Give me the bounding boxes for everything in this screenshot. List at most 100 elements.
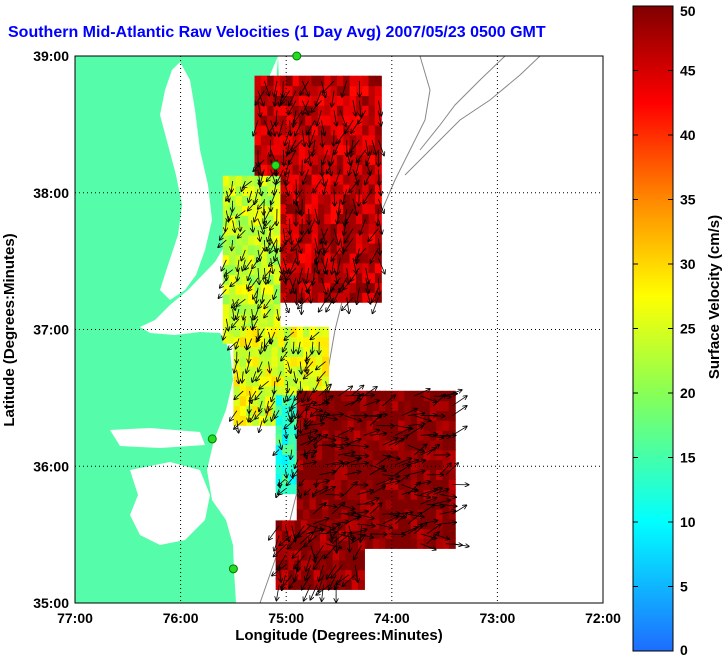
- velocity-arrow: [433, 533, 449, 539]
- velocity-cell: [322, 430, 330, 441]
- velocity-cell: [362, 252, 370, 264]
- velocity-arrow: [349, 535, 350, 551]
- velocity-arrow: [300, 452, 316, 456]
- velocity-cell: [229, 284, 237, 295]
- velocity-arrow: [420, 543, 436, 550]
- velocity-cell: [241, 254, 249, 266]
- velocity-arrow: [302, 159, 303, 175]
- velocity-cell: [349, 144, 357, 156]
- velocity-cell: [252, 346, 260, 357]
- velocity-cell: [279, 75, 287, 87]
- velocity-cell: [336, 75, 344, 87]
- velocity-arrow: [372, 287, 379, 302]
- velocity-cell: [436, 479, 444, 490]
- velocity-arrow: [331, 463, 344, 476]
- velocity-cell: [313, 569, 321, 581]
- velocity-arrow: [426, 532, 439, 544]
- velocity-arrow: [273, 289, 278, 299]
- velocity-cell: [313, 540, 321, 551]
- velocity-arrow: [334, 110, 337, 125]
- velocity-arrow: [278, 488, 286, 495]
- velocity-cell: [317, 134, 325, 146]
- velocity-arrow: [378, 169, 379, 186]
- velocity-cell: [423, 439, 431, 451]
- velocity-cell: [355, 233, 363, 244]
- velocity-cell: [366, 439, 374, 451]
- station-marker: [292, 51, 302, 61]
- velocity-cell: [254, 244, 262, 256]
- velocity-cell: [229, 225, 237, 236]
- velocity-cell: [311, 223, 319, 234]
- velocity-cell: [322, 499, 330, 510]
- velocity-cell: [368, 85, 376, 96]
- velocity-arrow: [338, 452, 355, 456]
- velocity-cell: [429, 499, 437, 510]
- velocity-cell: [273, 95, 281, 106]
- velocity-cell: [328, 400, 336, 412]
- velocity-cell: [317, 243, 325, 254]
- velocity-cell: [385, 528, 393, 540]
- velocity-cell: [303, 508, 311, 520]
- velocity-arrow: [414, 415, 431, 421]
- velocity-cell: [298, 223, 306, 234]
- velocity-arrow: [264, 220, 271, 228]
- velocity-arrow: [295, 459, 299, 468]
- velocity-cell: [311, 85, 319, 96]
- velocity-arrow: [334, 189, 335, 206]
- velocity-cell: [286, 243, 294, 254]
- velocity-cell: [294, 579, 302, 590]
- velocity-arrow: [350, 445, 368, 447]
- bathymetry-contours: [259, 56, 541, 603]
- velocity-cell: [349, 193, 357, 205]
- velocity-cell: [275, 579, 283, 590]
- velocity-cell: [279, 193, 287, 205]
- velocity-cell: [273, 303, 281, 315]
- velocity-arrow: [363, 189, 373, 203]
- velocity-cell: [305, 262, 313, 274]
- velocity-cell: [260, 164, 268, 175]
- velocity-cell: [248, 234, 256, 246]
- velocity-cell: [385, 479, 393, 490]
- velocity-arrow: [331, 502, 345, 515]
- velocity-cell: [239, 336, 247, 348]
- velocity-cell: [279, 233, 287, 244]
- velocity-cell: [372, 400, 380, 412]
- velocity-arrow: [439, 511, 456, 515]
- velocity-cell: [305, 85, 313, 96]
- velocity-cell: [353, 430, 361, 441]
- velocity-cell: [360, 508, 368, 520]
- velocity-arrow: [293, 110, 303, 124]
- velocity-cell: [315, 459, 323, 471]
- velocity-arrow: [407, 471, 425, 476]
- velocity-arrow: [295, 525, 305, 539]
- velocity-arrow: [395, 475, 408, 485]
- velocity-arrow: [345, 208, 354, 224]
- velocity-cell: [298, 174, 306, 185]
- velocity-cell: [336, 95, 344, 106]
- velocity-arrow: [433, 500, 450, 505]
- velocity-cell: [229, 254, 237, 266]
- velocity-cell: [330, 203, 338, 215]
- velocity-arrow: [407, 426, 423, 436]
- velocity-arrow: [426, 434, 443, 438]
- velocity-cell: [324, 85, 332, 96]
- velocity-arrow: [369, 464, 386, 471]
- velocity-cell: [275, 464, 283, 475]
- plot-frame: [74, 55, 604, 604]
- velocity-cell: [246, 375, 254, 387]
- velocity-cell: [417, 400, 425, 412]
- velocity-cell: [410, 508, 418, 520]
- station-markers: [207, 51, 302, 574]
- velocity-arrow: [319, 503, 336, 507]
- velocity-cell: [279, 105, 287, 116]
- velocity-cell: [404, 489, 412, 500]
- velocity-cell: [366, 430, 374, 441]
- y-tick-label: 39:00: [33, 48, 69, 64]
- velocity-cell: [328, 410, 336, 421]
- velocity-cell: [317, 193, 325, 205]
- velocity-cell: [360, 439, 368, 451]
- velocity-cell: [436, 538, 444, 549]
- velocity-cell: [307, 549, 315, 561]
- velocity-arrow: [343, 238, 354, 251]
- velocity-cell: [404, 410, 412, 421]
